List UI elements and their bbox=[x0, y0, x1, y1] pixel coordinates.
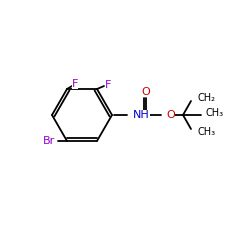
Text: O: O bbox=[166, 110, 175, 120]
Text: CH₃: CH₃ bbox=[197, 127, 215, 137]
Text: CH₃: CH₃ bbox=[206, 108, 224, 118]
Text: CH₂: CH₂ bbox=[197, 93, 215, 103]
Text: F: F bbox=[72, 79, 78, 89]
Text: O: O bbox=[142, 87, 150, 97]
Text: Br: Br bbox=[43, 136, 55, 146]
Text: NH: NH bbox=[133, 110, 150, 120]
Text: F: F bbox=[105, 80, 111, 90]
